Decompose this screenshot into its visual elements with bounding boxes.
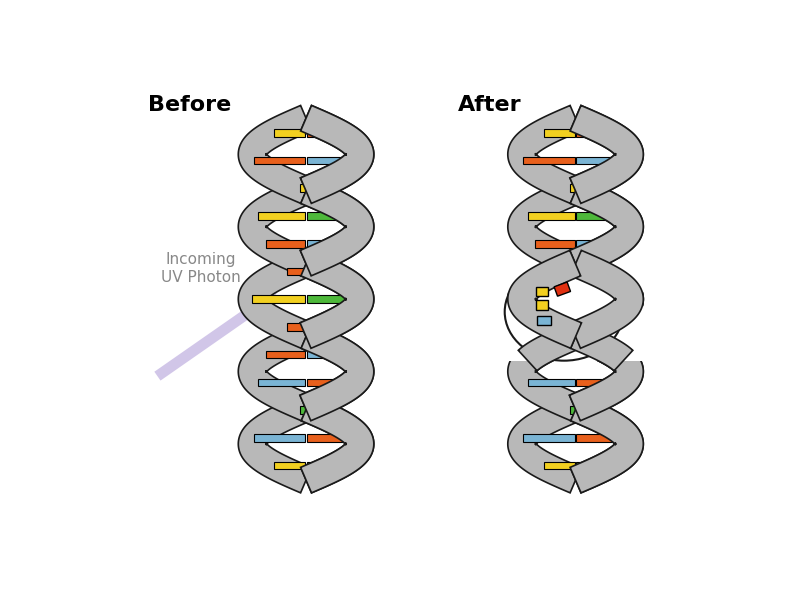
Bar [307, 295, 360, 303]
Bar [307, 240, 346, 248]
Bar [576, 184, 581, 192]
Bar [527, 212, 574, 220]
Polygon shape [570, 178, 643, 276]
Bar [301, 184, 306, 192]
Bar [286, 323, 306, 331]
Polygon shape [508, 323, 582, 421]
Bar [274, 129, 306, 137]
Bar [252, 295, 306, 303]
Bar [307, 212, 354, 220]
Bar [307, 351, 346, 358]
Polygon shape [300, 178, 374, 276]
Polygon shape [570, 323, 633, 371]
Bar [554, 282, 570, 296]
Polygon shape [570, 323, 643, 421]
Bar [544, 462, 574, 469]
Polygon shape [508, 106, 581, 203]
Bar [307, 434, 358, 442]
Bar [535, 240, 574, 248]
Polygon shape [508, 250, 582, 349]
Bar [307, 129, 338, 137]
Polygon shape [238, 395, 311, 493]
Polygon shape [570, 106, 643, 203]
Polygon shape [300, 250, 374, 349]
Polygon shape [301, 395, 374, 493]
Bar [254, 434, 306, 442]
Text: Incoming
UV Photon: Incoming UV Photon [161, 252, 241, 284]
Bar [544, 129, 574, 137]
Bar [576, 434, 628, 442]
Bar [523, 434, 574, 442]
Polygon shape [570, 250, 643, 349]
Polygon shape [301, 106, 374, 203]
Polygon shape [570, 178, 643, 276]
Bar [576, 462, 607, 469]
Bar [307, 379, 354, 386]
Bar [535, 300, 548, 310]
Bar [576, 379, 623, 386]
Text: After: After [458, 95, 522, 115]
Bar [570, 406, 574, 414]
Polygon shape [570, 106, 643, 203]
Polygon shape [300, 323, 374, 421]
Bar [576, 129, 607, 137]
Bar [523, 157, 574, 164]
Bar [254, 157, 306, 164]
Polygon shape [570, 395, 643, 493]
Bar [301, 406, 306, 414]
Bar [286, 268, 306, 275]
Text: Before: Before [148, 95, 231, 115]
Polygon shape [508, 250, 582, 349]
Bar [307, 157, 358, 164]
Bar [576, 212, 623, 220]
Bar [576, 157, 628, 164]
Polygon shape [300, 178, 374, 276]
Polygon shape [238, 323, 312, 421]
Bar [537, 316, 551, 325]
Polygon shape [518, 323, 581, 371]
Bar [307, 184, 312, 192]
Bar [274, 462, 306, 469]
Polygon shape [570, 323, 643, 421]
Bar [307, 268, 326, 275]
Bar [266, 240, 306, 248]
Polygon shape [300, 323, 374, 421]
Bar [307, 406, 312, 414]
Polygon shape [570, 395, 643, 493]
Bar [527, 379, 574, 386]
Bar [307, 462, 338, 469]
Bar [570, 184, 574, 192]
Polygon shape [238, 106, 312, 203]
Bar [258, 212, 306, 220]
Polygon shape [570, 250, 643, 349]
Bar [535, 287, 548, 296]
Polygon shape [508, 178, 582, 276]
Ellipse shape [505, 263, 623, 361]
Bar [508, 263, 643, 361]
Polygon shape [301, 395, 374, 493]
Bar [576, 240, 616, 248]
Polygon shape [301, 106, 374, 203]
Polygon shape [570, 250, 643, 349]
Bar [258, 379, 306, 386]
Bar [576, 406, 581, 414]
Bar [266, 351, 306, 358]
Polygon shape [238, 250, 312, 349]
FancyArrow shape [154, 293, 277, 380]
Polygon shape [508, 395, 581, 493]
Bar [307, 323, 326, 331]
Polygon shape [238, 178, 312, 276]
Polygon shape [300, 250, 374, 349]
